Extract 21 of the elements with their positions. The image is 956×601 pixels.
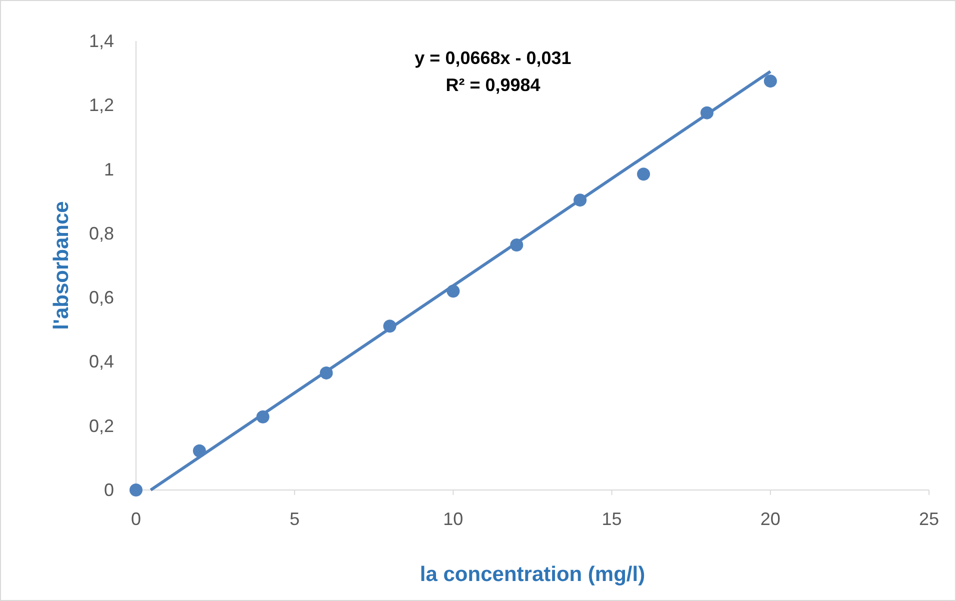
x-tick-label: 20 xyxy=(760,509,780,529)
annotation: R² = 0,9984 xyxy=(446,75,540,95)
y-tick-label: 0,4 xyxy=(88,352,114,372)
point xyxy=(637,168,650,181)
y-axis-title: l'absorbance xyxy=(50,201,73,330)
x-tick-label: 25 xyxy=(918,509,940,529)
annotation: y = 0,0668x - 0,031 xyxy=(414,48,572,68)
y-tick-label: 0,6 xyxy=(88,288,114,308)
y-tick-label: 1 xyxy=(104,159,114,180)
point xyxy=(130,484,142,496)
y-tick-label: 0,8 xyxy=(88,223,114,244)
point xyxy=(764,74,777,88)
x-axis-title: la concentration (mg/l) xyxy=(420,563,646,586)
x-tick-label: 5 xyxy=(290,509,300,529)
y-tick-label: 0,2 xyxy=(88,416,114,436)
x-tick-label: 0 xyxy=(130,509,142,529)
x-tick-label: 15 xyxy=(602,509,622,529)
y-tick-label: 0 xyxy=(104,480,114,500)
x-tick-label: 10 xyxy=(443,509,464,529)
y-tick-label: 1,2 xyxy=(88,95,114,116)
y-tick-label: 1,4 xyxy=(88,31,114,51)
